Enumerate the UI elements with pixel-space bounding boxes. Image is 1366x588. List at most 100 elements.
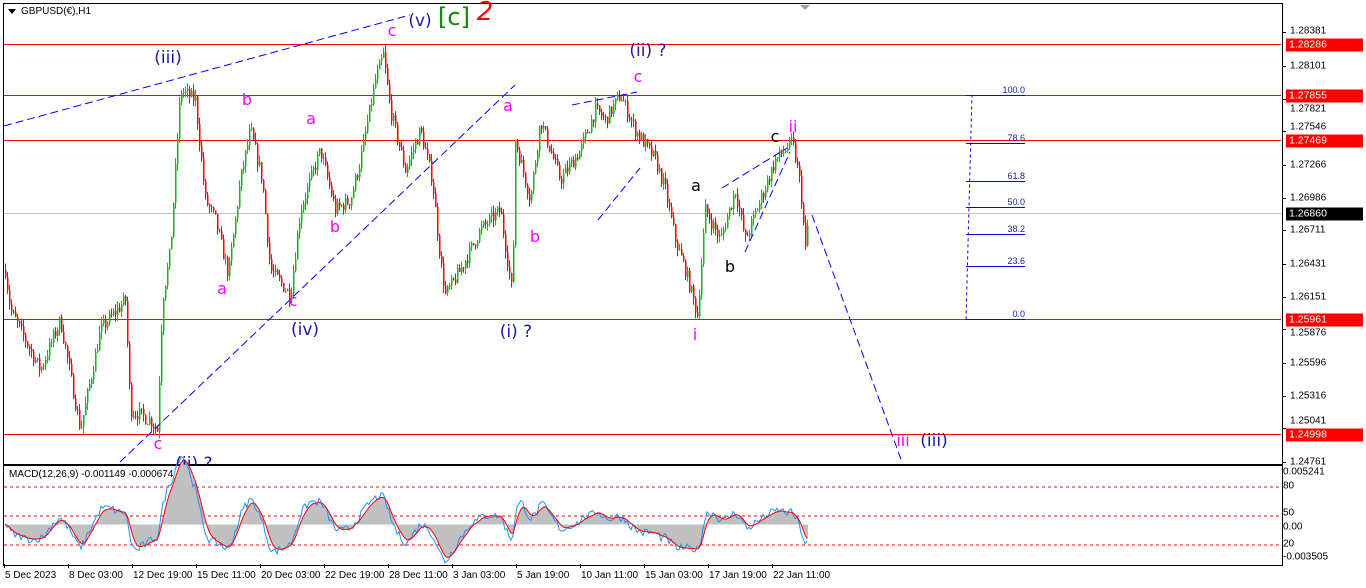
candle-body [531,191,533,201]
candle-body [101,323,103,333]
candle-body [107,323,109,328]
candle-body [441,255,443,264]
candle-body [321,148,323,159]
wave-label-c-bracket: [c] [438,3,470,31]
candle-body [541,125,543,129]
wave-label-c: c [153,434,163,453]
candle-body [383,52,385,58]
wave-label-iii: (iii) [154,48,182,68]
candle-body [197,96,199,125]
candle-body [131,384,133,418]
candle-body [579,151,581,160]
candle-body [207,194,209,205]
candle-body [485,221,487,225]
candle-body [217,213,219,230]
candle-body [19,321,21,324]
candle-body [231,247,233,261]
candle-body [623,100,625,102]
candle-body [639,132,641,140]
candle-body [425,147,427,150]
price-pane[interactable] [3,3,1283,465]
candle-body [449,285,451,287]
candle-body [537,150,539,163]
candle-body [491,212,493,216]
price-tick-label: 1.26431 [1290,258,1327,270]
candle-body [355,175,357,190]
price-tick-label: 1.28381 [1290,25,1327,37]
candle-body [565,167,567,174]
candle-body [799,165,801,176]
candle-body [393,115,395,121]
price-tick-label: 1.28101 [1290,60,1327,71]
wave-label-c: c [633,67,643,86]
candle-body [63,331,65,343]
candle-body [607,116,609,124]
wave-label-a: a [503,96,513,115]
chart-title[interactable]: GBPUSD(€),H1 [8,6,91,17]
candle-body [699,295,701,317]
candle-body [803,204,805,223]
candle-body [567,167,569,172]
candle-body [95,351,97,372]
symbol-label: GBPUSD(€),H1 [21,6,92,17]
candle-body [367,121,369,132]
candle-body [689,270,691,292]
candle-body [147,424,149,426]
price-tick-label: 1.27546 [1290,121,1327,133]
price-tick [1282,32,1286,34]
candle-body [415,141,417,150]
level-price-badge: 1.27855 [1286,89,1363,102]
candle-body [173,203,175,237]
candle-body [137,416,139,420]
candle-body [405,164,407,173]
candle-body [361,151,363,169]
candle-body [61,317,63,332]
price-tick [1282,428,1286,430]
candle-body [723,229,725,234]
candle-body [727,216,729,229]
candle-body [251,128,253,130]
candle-body [757,210,759,212]
candle-body [713,222,715,229]
level-price-badge: 1.24998 [1286,428,1363,441]
candle-body [75,398,77,410]
candle-body [539,125,541,151]
candle-body [239,186,241,208]
candle-body [273,271,275,273]
candle-body [165,285,167,300]
candle-body [29,346,31,350]
time-tick [708,564,709,568]
candle-body [85,403,87,416]
fibonacci-level-label: 50.0 [1007,196,1025,207]
candle-body [523,159,525,173]
candle-body [5,270,7,278]
candle-body [435,193,437,208]
candle-body [677,241,679,251]
candle-body [805,222,807,246]
wave-label-b: b [529,227,541,246]
candle-body [469,246,471,263]
channel-line [744,151,791,253]
candle-body [281,278,283,284]
candle-body [807,225,809,246]
candle-body [505,234,507,253]
wave-label-iii-target: iii [896,431,910,450]
candle-body [15,311,17,318]
price-tick [1282,65,1286,67]
price-tick [1282,197,1286,199]
candle-body [31,349,33,352]
candle-body [249,129,251,146]
candle-body [687,270,689,277]
candle-body [93,371,95,379]
candle-body [413,149,415,153]
candle-body [395,115,397,124]
price-tick [1282,98,1286,100]
dropdown-triangle-icon[interactable] [8,8,16,14]
candle-body [313,168,315,171]
candle-body [771,167,773,182]
candle-body [681,249,683,256]
candle-body [149,418,151,425]
candle-body [563,173,565,184]
time-tick [132,564,133,568]
